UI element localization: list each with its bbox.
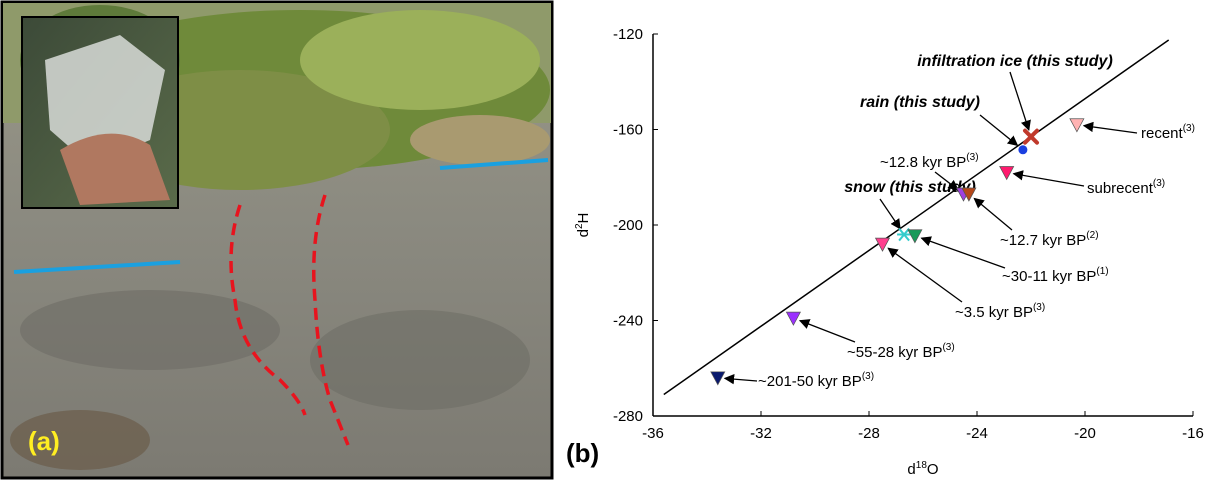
annotation-sup: (1) [1096,266,1108,277]
data-point [907,229,923,244]
axis-label-part: d [575,229,592,237]
annotation-arrow [879,198,901,230]
annotation-text: subrecent [1087,180,1154,197]
annotation-text: infiltration ice (this study) [917,53,1113,70]
axis-label-sup: 18 [916,460,928,471]
annotation: ~12.7 kyr BP(2) [1000,230,1099,249]
x-tick-label: -32 [750,425,772,442]
annotation-text: ~201-50 kyr BP [758,373,862,390]
annotation-sup: (3) [1153,178,1165,189]
x-tick-label: -20 [1074,425,1096,442]
data-point [1018,145,1028,155]
annotation-text: rain (this study) [860,94,980,111]
annotation-arrow [979,114,1019,147]
axis-label-part: d [907,461,915,478]
annotation: ~12.8 kyr BP(3) [880,152,979,171]
data-point [1069,118,1085,133]
data-point [897,227,912,242]
y-tick-label: -160 [613,122,643,139]
data-point [1023,128,1039,145]
annotation: ~55-28 kyr BP(3) [847,342,955,361]
annotation-text: ~12.7 kyr BP [1000,232,1086,249]
annotation: snow (this study) [844,179,976,196]
annotation: recent(3) [1141,123,1195,142]
photo: (a) [0,0,554,480]
x-tick-label: -36 [642,425,664,442]
annotation-arrow [934,171,959,191]
annotation-arrow [1082,121,1138,134]
annotation-sup: (3) [942,342,954,353]
panel-label: (a) [28,426,60,456]
annotation: ~30-11 kyr BP(1) [1002,266,1109,285]
annotation-text: ~3.5 kyr BP [955,304,1033,321]
annotation: subrecent(3) [1087,178,1165,197]
panel-label: (b) [566,438,599,468]
y-tick-label: -280 [613,408,643,425]
axis-label-part: H [575,213,592,224]
axis-label: d18O [907,460,938,478]
annotation: infiltration ice (this study) [917,53,1113,70]
annotation-arrow [1012,170,1085,187]
data-point [961,187,977,202]
annotation-text: ~30-11 kyr BP [1002,268,1096,285]
annotation-arrow [798,319,856,343]
axis-label-sup: 2 [574,223,585,229]
annotation-arrow [887,247,963,303]
annotation: rain (this study) [860,94,980,111]
annotation: ~3.5 kyr BP(3) [955,302,1045,321]
axis-label: d2H [574,213,592,238]
x-tick-label: -16 [1182,425,1204,442]
y-tick-label: -120 [613,26,643,43]
annotation-sup: (2) [1086,230,1098,241]
x-tick-label: -28 [858,425,880,442]
annotation-sup: (3) [862,371,874,382]
x-tick-label: -24 [966,425,988,442]
data-point [874,237,891,252]
annotation-sup: (3) [1033,302,1045,313]
y-tick-label: -240 [613,313,643,330]
data-point [785,311,801,326]
annotation-sup: (3) [1183,123,1195,134]
fit-line [663,39,1170,396]
axis-label-part: O [927,461,939,478]
annotation-arrow [1009,71,1031,131]
plot: -280-240-200-160-120-36 -32 -28 -24 -20 -16d1… [574,26,1204,478]
annotation-arrow [723,373,758,385]
annotation-text: ~12.8 kyr BP [880,154,966,171]
annotation-arrow [920,236,1006,269]
data-point [710,371,726,386]
annotation-text: recent [1141,125,1184,142]
data-point [999,166,1015,181]
annotation: ~201-50 kyr BP(3) [758,371,874,390]
y-tick-label: -200 [613,217,643,234]
annotation-text: ~55-28 kyr BP [847,344,942,361]
annotation-sup: (3) [966,152,978,163]
annotation-arrow [973,197,1013,231]
annotation-text: snow (this study) [844,179,976,196]
